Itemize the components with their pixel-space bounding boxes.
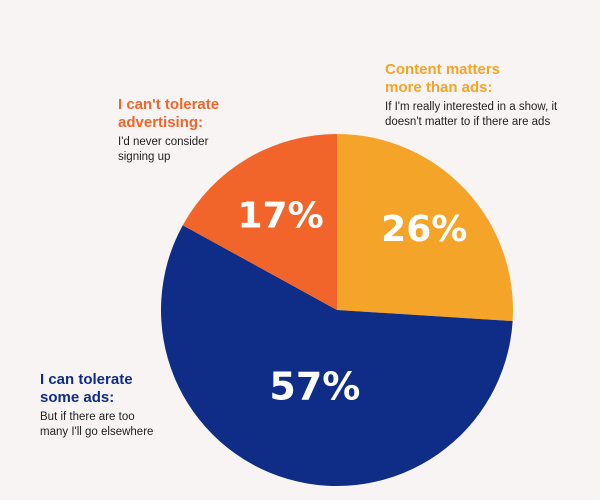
- slice-content-matters: [337, 134, 513, 322]
- callout-description-line: signing up: [118, 151, 171, 163]
- slice-percent-label: 57%: [269, 365, 360, 409]
- callout-heading-line: advertising:: [118, 114, 204, 131]
- callout-content-matters: Content matters more than ads: If I'm re…: [385, 61, 557, 130]
- slice-cant-tolerate: [182, 134, 337, 310]
- slice-percent-label: 26%: [381, 209, 467, 250]
- callout-cant-tolerate: I can't tolerate advertising: I'd never …: [118, 96, 219, 165]
- callout-heading-line: I can tolerate: [40, 371, 133, 388]
- slice-tolerate-some: [161, 225, 513, 486]
- callout-tolerate-some: I can tolerate some ads: But if there ar…: [40, 371, 153, 440]
- callout-description-line: doesn't matter to if there are ads: [385, 116, 551, 128]
- callout-description-line: But if there are too: [40, 411, 135, 423]
- callout-heading-line: more than ads:: [385, 79, 493, 96]
- callout-description-line: If I'm really interested in a show, it: [385, 101, 558, 113]
- callout-description-line: many I'll go elsewhere: [40, 426, 154, 438]
- callout-heading-line: I can't tolerate: [118, 96, 220, 113]
- callout-heading-line: Content matters: [385, 61, 501, 78]
- callout-description-line: I'd never consider: [118, 136, 209, 148]
- callout-heading-line: some ads:: [40, 389, 115, 406]
- slice-percent-label: 17%: [237, 196, 323, 237]
